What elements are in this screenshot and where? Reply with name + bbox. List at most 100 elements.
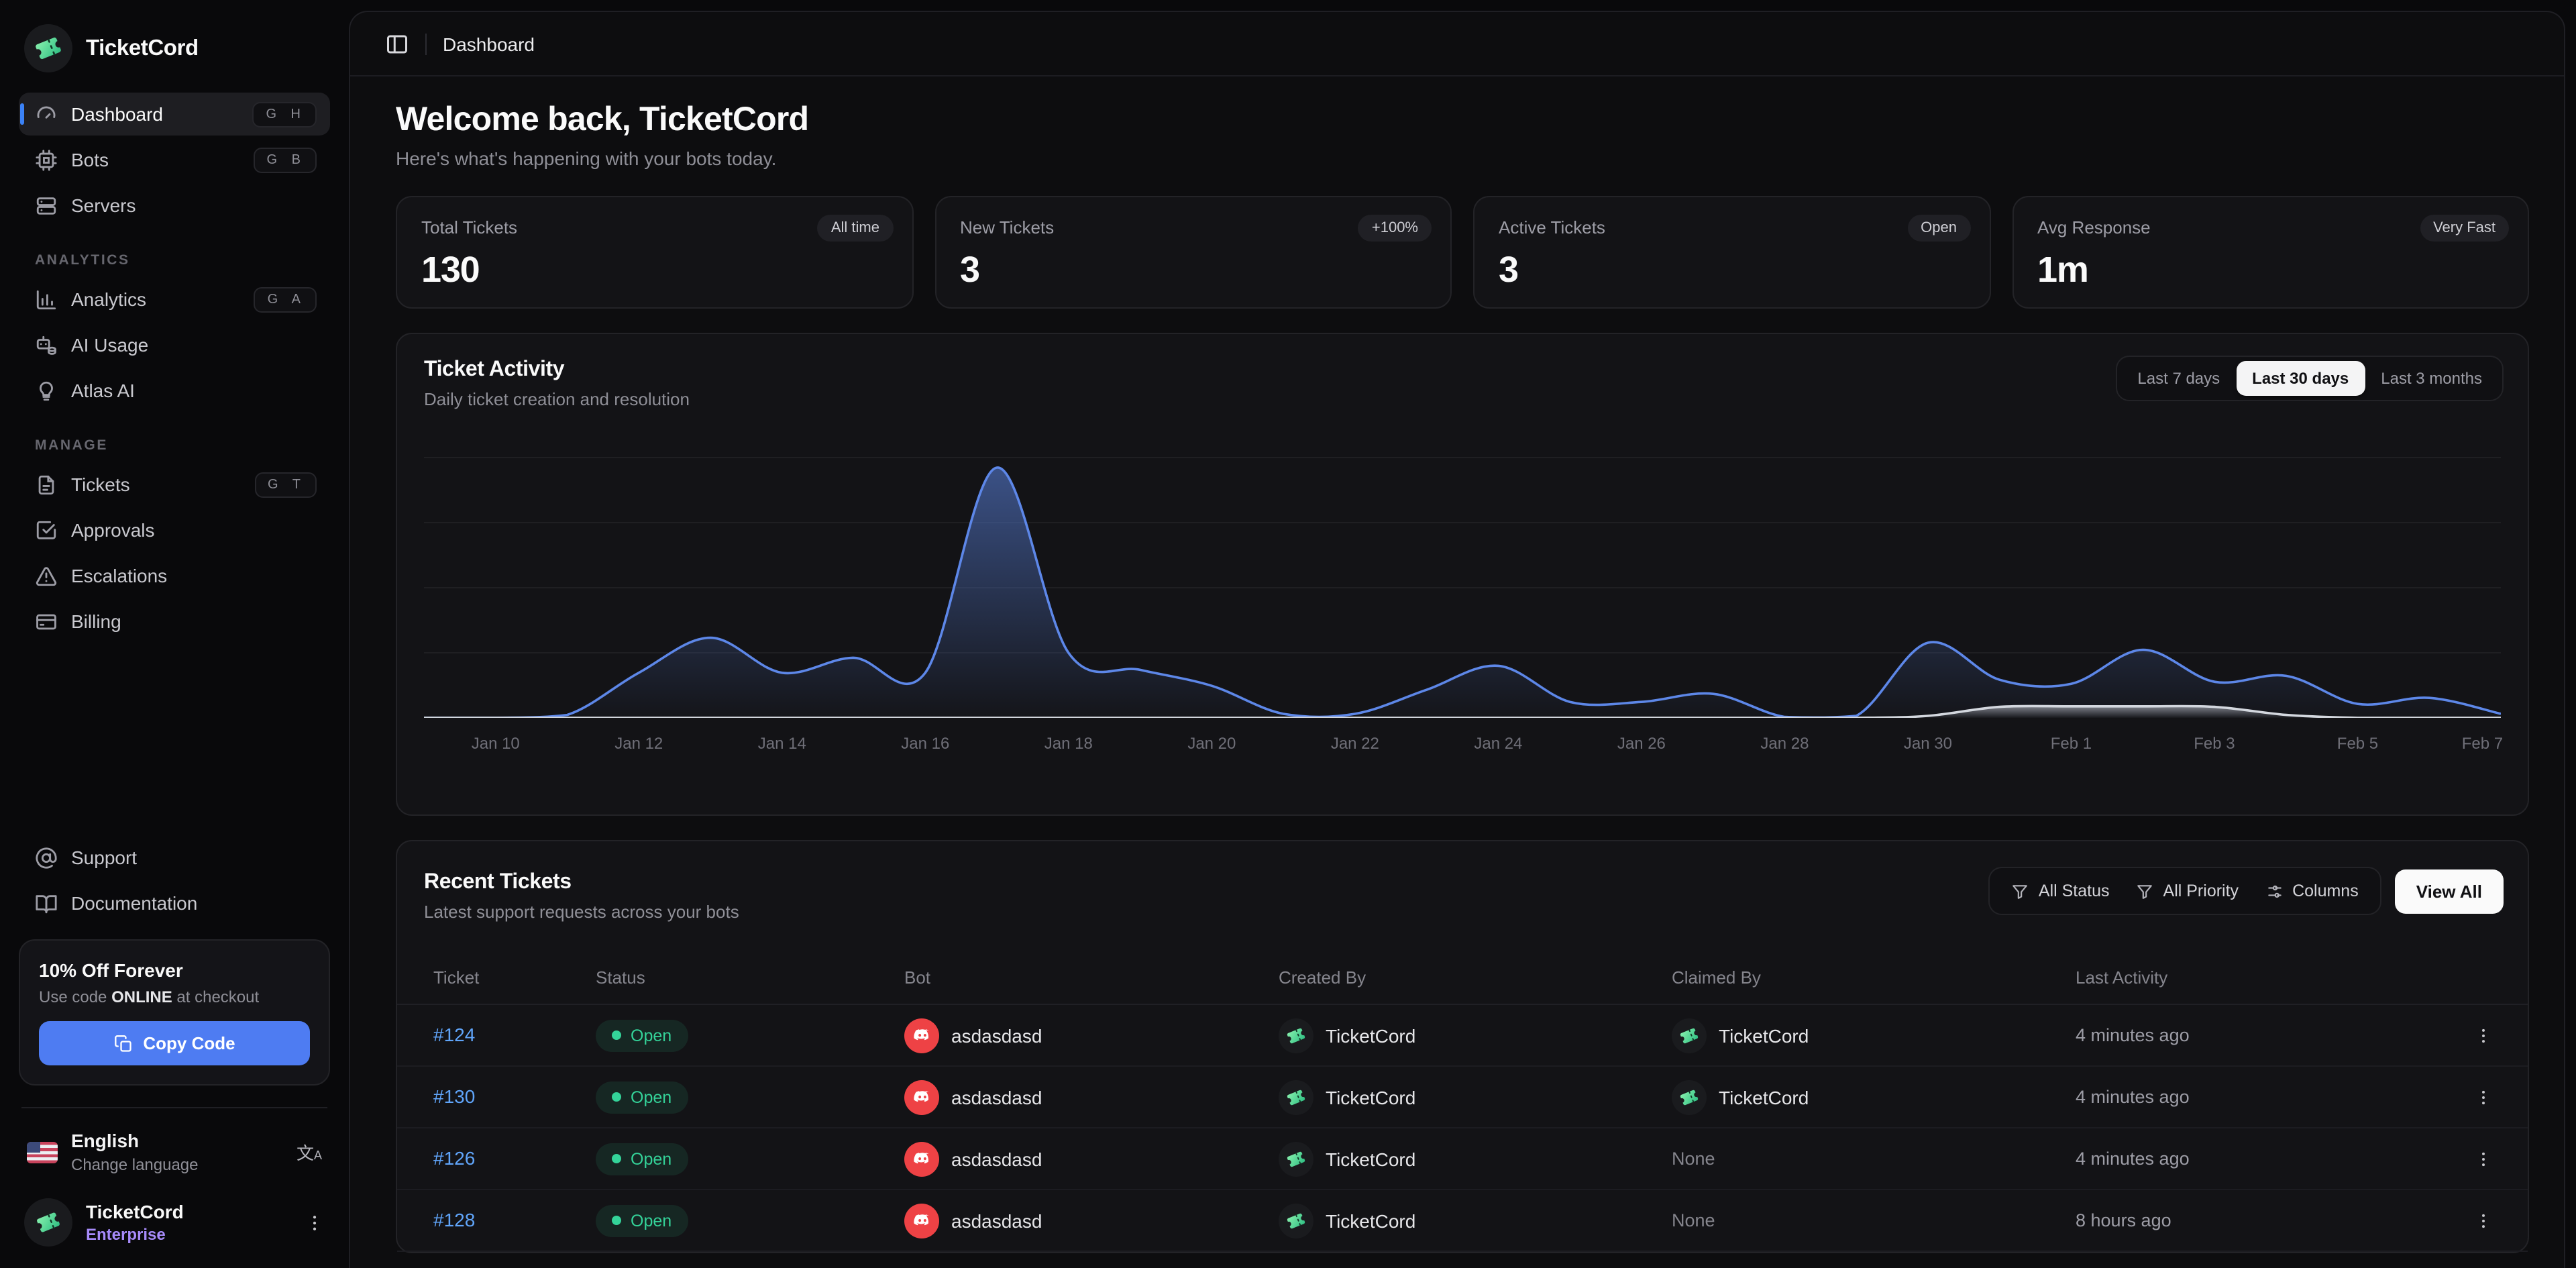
sidebar-item-ai-usage[interactable]: AI Usage (19, 323, 330, 366)
ticket-link[interactable]: #130 (433, 1085, 476, 1106)
range-last-3-months[interactable]: Last 3 months (2381, 369, 2482, 388)
translate-icon: 文A (296, 1143, 322, 1164)
x-tick-label: Feb 3 (2194, 734, 2235, 753)
tickets-table: Ticket Status Bot Created By Claimed By … (397, 954, 2528, 1252)
recent-subtitle: Latest support requests across your bots (424, 902, 739, 922)
account-options-button[interactable] (305, 1212, 325, 1232)
stat-card-total-tickets: Total Tickets All time 130 (396, 196, 913, 309)
ticketcord-avatar (1279, 1079, 1313, 1114)
sidebar-item-bots[interactable]: Bots G B (19, 138, 330, 181)
range-last-30-days[interactable]: Last 30 days (2236, 361, 2365, 396)
sidebar-item-label: Servers (71, 195, 136, 216)
sidebar-item-billing[interactable]: Billing (19, 600, 330, 643)
language-hint: Change language (71, 1155, 199, 1174)
chart-x-axis: Jan 10 Jan 12 Jan 14 Jan 16 Jan 18 Jan 20 Jan … (424, 734, 2504, 763)
stat-value: 1m (2037, 250, 2089, 290)
stat-value: 3 (1499, 250, 1519, 290)
row-actions-button[interactable] (2438, 1149, 2528, 1168)
column-header-ticket: Ticket (397, 954, 596, 1005)
created-by-cell: TicketCord (1279, 1203, 1672, 1238)
sidebar-item-escalations[interactable]: Escalations (19, 554, 330, 597)
shortcut-badge: G A (254, 286, 317, 312)
claimed-by-cell: None (1672, 1148, 1715, 1168)
sidebar-item-label: Support (71, 847, 138, 869)
stat-badge: +100% (1358, 215, 1432, 242)
ellipsis-vertical-icon (2481, 1028, 2484, 1043)
status-badge: Open (596, 1081, 688, 1113)
x-tick-label: Feb 1 (2050, 734, 2092, 753)
column-header-bot: Bot (904, 954, 1279, 1005)
account-avatar (24, 1198, 72, 1247)
discord-bot-avatar (904, 1203, 939, 1238)
credit-card-icon (35, 610, 58, 633)
account-menu[interactable]: TicketCord Enterprise (19, 1187, 330, 1255)
sidebar-item-analytics[interactable]: Analytics G A (19, 278, 330, 321)
x-tick-label: Jan 10 (471, 734, 520, 753)
row-actions-button[interactable] (2438, 1211, 2528, 1230)
row-actions-button[interactable] (2438, 1026, 2528, 1045)
sidebar-item-label: Tickets (71, 474, 130, 495)
stat-label: Avg Response (2037, 217, 2151, 237)
breadcrumb-divider (425, 33, 427, 54)
ellipsis-vertical-icon (2481, 1151, 2484, 1166)
sidebar-item-label: Dashboard (71, 103, 163, 125)
sidebar-toggle-button[interactable] (385, 32, 409, 56)
sidebar-item-support[interactable]: Support (19, 836, 330, 879)
sidebar-item-atlas-ai[interactable]: Atlas AI (19, 369, 330, 412)
range-selector: Last 7 days Last 30 days Last 3 months (2116, 356, 2504, 401)
bar-chart-icon (35, 288, 58, 311)
x-tick-label: Jan 24 (1474, 734, 1523, 753)
column-header-last-activity: Last Activity (2076, 954, 2438, 1005)
topbar: Dashboard (350, 12, 2564, 76)
check-square-icon (35, 519, 58, 541)
sidebar-item-tickets[interactable]: Tickets G T (19, 463, 330, 506)
cpu-icon (35, 148, 58, 171)
ticket-link[interactable]: #124 (433, 1023, 476, 1045)
app-logo[interactable]: TicketCord (19, 16, 330, 91)
x-tick-label: Jan 30 (1903, 734, 1952, 753)
sidebar-item-label: Approvals (71, 519, 155, 541)
sidebar-item-documentation[interactable]: Documentation (19, 882, 330, 924)
ticket-logo-icon (24, 24, 72, 72)
sidebar-item-approvals[interactable]: Approvals (19, 509, 330, 551)
filter-all-priority[interactable]: All Priority (2123, 874, 2253, 908)
stat-label: Total Tickets (421, 217, 518, 237)
promo-code: ONLINE (111, 988, 172, 1007)
last-activity-cell: 4 minutes ago (2076, 1086, 2190, 1106)
sliders-icon (2267, 884, 2281, 898)
view-all-button[interactable]: View All (2394, 869, 2504, 913)
ticket-link[interactable]: #128 (433, 1208, 476, 1230)
x-tick-label: Jan 26 (1617, 734, 1666, 753)
x-tick-label: Jan 20 (1187, 734, 1236, 753)
account-name: TicketCord (86, 1200, 184, 1222)
row-actions-button[interactable] (2438, 1088, 2528, 1106)
status-dot-icon (612, 1092, 621, 1102)
stat-card-avg-response: Avg Response Very Fast 1m (2012, 196, 2529, 309)
promo-body: Use code ONLINE at checkout (39, 988, 260, 1007)
x-tick-label: Feb 7 (2461, 734, 2504, 753)
ticket-link[interactable]: #126 (433, 1147, 476, 1168)
table-row: #128 Open asdasdasd TicketCord None 8 ho… (397, 1190, 2528, 1252)
ellipsis-vertical-icon (2481, 1090, 2484, 1104)
x-tick-label: Jan 22 (1330, 734, 1379, 753)
table-toolbar: All Status All Priority Columns (1988, 867, 2504, 915)
claimed-by-cell: TicketCord (1672, 1018, 2076, 1053)
range-last-7-days[interactable]: Last 7 days (2137, 369, 2220, 388)
bot-cell: asdasdasd (904, 1203, 1279, 1238)
lightbulb-icon (35, 379, 58, 402)
columns-button[interactable]: Columns (2252, 874, 2372, 908)
chart-canvas (424, 457, 2501, 718)
sidebar-item-servers[interactable]: Servers (19, 184, 330, 227)
activity-title: Ticket Activity (424, 358, 565, 381)
funnel-icon (2013, 884, 2028, 898)
copy-code-button[interactable]: Copy Code (39, 1021, 310, 1066)
ticket-activity-card: Ticket Activity Daily ticket creation an… (396, 333, 2529, 816)
stat-badge: All time (817, 215, 893, 242)
language-selector[interactable]: English Change language 文A (19, 1116, 330, 1187)
sidebar-item-label: Analytics (71, 288, 147, 310)
table-row: #130 Open asdasdasd TicketCord TicketCor… (397, 1066, 2528, 1128)
x-tick-label: Jan 16 (901, 734, 950, 753)
sidebar-item-dashboard[interactable]: Dashboard G H (19, 93, 330, 136)
filter-all-status[interactable]: All Status (1998, 874, 2123, 908)
bot-cell: asdasdasd (904, 1018, 1279, 1053)
